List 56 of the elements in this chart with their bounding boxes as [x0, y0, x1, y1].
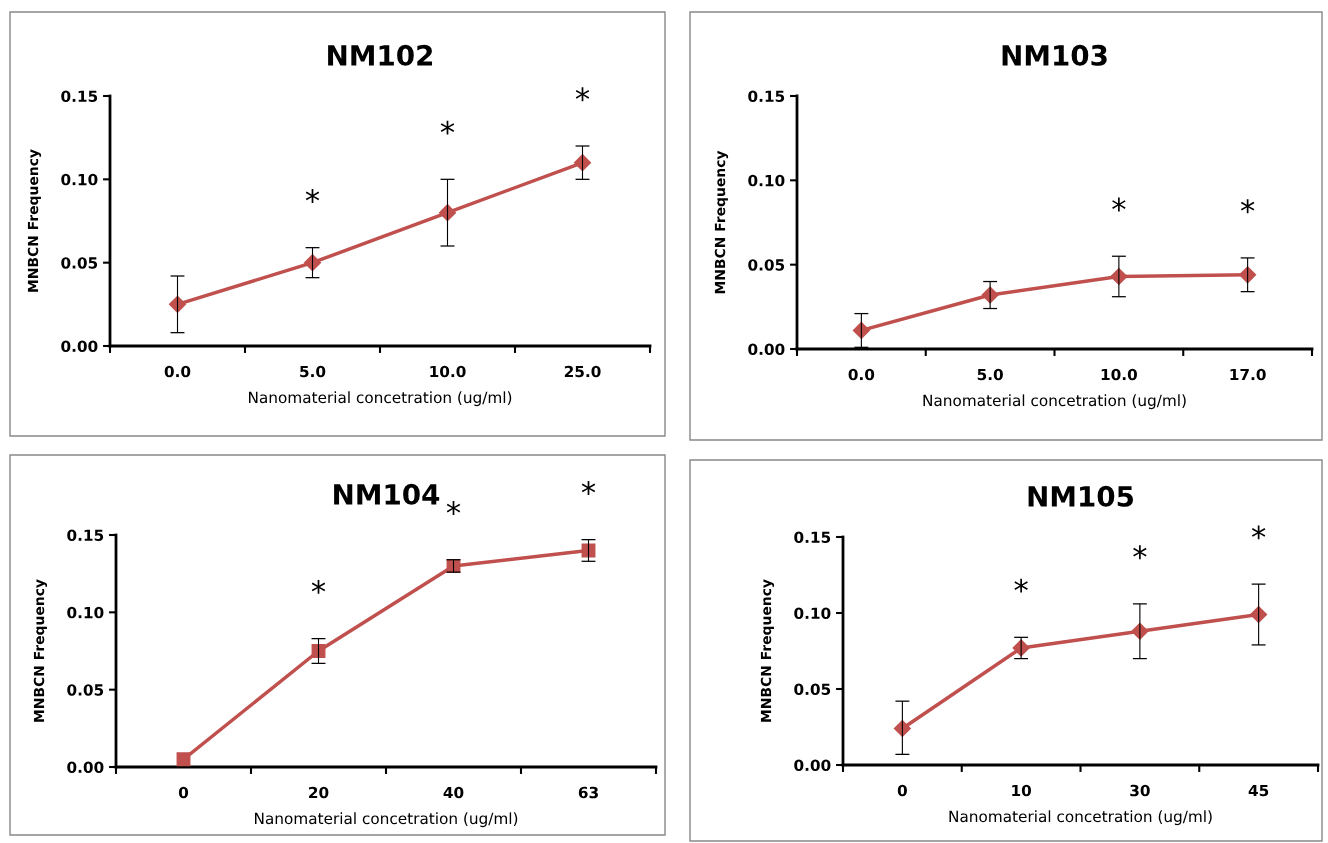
point: [176, 752, 191, 767]
annotation: *: [305, 188, 320, 203]
y-tick-label: 0.10: [794, 607, 831, 620]
x-tick-label: 63: [578, 786, 598, 799]
x-tick-label: 0.0: [164, 365, 191, 378]
y-tick-label: 0.15: [67, 529, 104, 542]
x-axis-title: Nanomaterial concetration (ug/ml): [249, 391, 512, 407]
y-tick-label: 0.15: [794, 531, 831, 544]
x-tick-label: 10.0: [430, 365, 466, 378]
annotation: *: [1014, 578, 1028, 593]
annotation: *: [1251, 525, 1266, 540]
y-tick-label: 0.05: [794, 683, 831, 696]
text: *: [446, 501, 461, 515]
x-tick-label: 30: [1130, 784, 1150, 797]
x-tick-label: 0: [897, 784, 907, 797]
x-tick-label: 17.0: [1230, 368, 1266, 381]
y-tick-label: 0.15: [61, 90, 98, 103]
y-tick-label: 0.15: [748, 90, 785, 103]
chart-title: NM102: [328, 44, 433, 66]
x-tick-label: 25.0: [564, 365, 601, 378]
x-tick-label: 5.0: [300, 365, 326, 378]
x-tick-label: 0: [178, 786, 189, 799]
x-axis-title: Nanomaterial concetration (ug/ml): [923, 394, 1186, 410]
y-tick-label: 0.00: [61, 340, 98, 353]
x-axis-title: Nanomaterial concetration (ug/ml): [255, 812, 518, 828]
x-tick-label: 20: [309, 786, 329, 799]
y-tick-label: 0.10: [67, 606, 104, 619]
y-axis-title: MNBCN Frequency: [33, 579, 48, 722]
chart-title: NM105: [1028, 485, 1133, 507]
text: *: [581, 480, 596, 495]
x-tick-label: 45: [1248, 784, 1269, 797]
y-tick-label: 0.05: [61, 257, 98, 269]
y-tick-label: 0.05: [748, 259, 785, 271]
x-tick-label: 10.0: [1101, 368, 1137, 381]
y-axis-title: MNBCN Frequency: [760, 579, 775, 722]
y-tick-label: 0.10: [61, 173, 98, 186]
annotation: *: [1112, 197, 1126, 212]
x-axis-title: Nanomaterial concetration (ug/ml): [949, 810, 1212, 826]
x-tick-label: 0.0: [848, 368, 875, 381]
x-tick-label: 10: [1012, 784, 1032, 797]
annotation: *: [440, 120, 455, 135]
y-tick-label: 0.05: [67, 684, 104, 696]
y-tick-label: 0.00: [748, 343, 785, 356]
annotation: *: [575, 87, 590, 102]
y-tick-label: 0.00: [794, 759, 831, 772]
x-tick-label: 5.0: [977, 368, 1003, 381]
chart-title: NM103: [1002, 44, 1107, 66]
annotation: *: [1133, 545, 1147, 560]
y-axis-title: MNBCN Frequency: [714, 150, 729, 294]
y-axis-title: MNBCN Frequency: [27, 149, 42, 292]
y-tick-label: 0.00: [67, 761, 104, 774]
x-tick-label: 40: [443, 786, 464, 799]
y-tick-label: 0.10: [748, 174, 785, 187]
annotation: *: [311, 579, 326, 594]
chart-title: NM104: [334, 483, 440, 505]
annotation: *: [1240, 199, 1255, 214]
